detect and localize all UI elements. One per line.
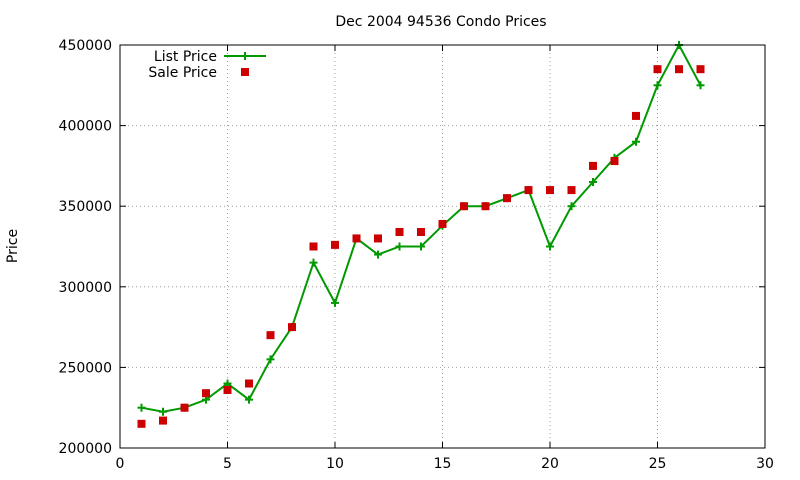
sale-price-point (395, 227, 404, 236)
x-tick-label: 30 (756, 456, 774, 472)
sale-price-point (524, 186, 533, 195)
list-price-point (632, 137, 640, 146)
sale-price-point (352, 234, 361, 243)
sale-price-point (202, 389, 210, 398)
y-tick-label: 450000 (59, 38, 112, 54)
list-price-point (266, 355, 275, 364)
chart-title: Dec 2004 94536 Condo Prices (335, 14, 546, 30)
legend-label-list-price: List Price (154, 49, 217, 65)
sale-price-point (159, 416, 167, 425)
y-tick-label: 250000 (59, 360, 112, 376)
list-price-point (567, 202, 576, 211)
axis-ticks: 0 5 10 15 20 25 30 200000 250000 300000 350000 4000… (59, 38, 774, 472)
list-price-point (159, 407, 167, 416)
sale-price-point (632, 111, 640, 120)
sale-price-point (696, 65, 705, 74)
sale-price-point (331, 240, 339, 249)
plot-frame (119, 44, 766, 449)
x-tick-label: 0 (116, 456, 125, 472)
sale-price-point (546, 186, 554, 195)
list-price-point (417, 242, 425, 251)
sale-price-point (374, 234, 382, 243)
sale-price-point (589, 161, 597, 170)
y-tick-label: 350000 (59, 199, 112, 215)
y-tick-label: 200000 (59, 441, 112, 457)
legend-label-sale-price: Sale Price (148, 65, 217, 81)
sale-price-point (610, 157, 619, 166)
sale-price-point (288, 323, 296, 332)
list-price-point (137, 403, 146, 412)
sale-price-point (223, 385, 232, 394)
list-price-point (653, 81, 662, 90)
y-axis-label: Price (5, 229, 21, 263)
sale-price-point (503, 194, 511, 203)
legend-marker-sale-price (241, 68, 249, 76)
y-tick-label: 300000 (59, 280, 112, 296)
list-price-point (546, 242, 554, 251)
series-marks (137, 41, 705, 428)
sale-price-point (653, 65, 662, 74)
list-price-point (245, 395, 253, 404)
x-tick-label: 20 (541, 456, 559, 472)
list-price-point (395, 242, 404, 251)
sale-price-point (309, 242, 318, 251)
list-price-point (374, 250, 382, 259)
sale-price-point (180, 403, 189, 412)
x-tick-label: 10 (326, 456, 344, 472)
sale-price-point (567, 186, 576, 195)
sale-price-point (438, 219, 447, 228)
x-tick-label: 15 (434, 456, 452, 472)
list-price-point (589, 178, 597, 187)
x-tick-label: 5 (223, 456, 232, 472)
sale-price-point (675, 65, 683, 74)
sale-price-point (245, 379, 253, 388)
list-price-point (309, 258, 318, 267)
list-price-point (696, 81, 705, 90)
sale-price-point (137, 419, 146, 428)
sale-price-point (266, 331, 275, 340)
sale-price-point (460, 202, 468, 211)
sale-price-point (417, 227, 425, 236)
grid (120, 45, 765, 448)
list-price-point (331, 298, 339, 307)
x-tick-label: 25 (649, 456, 667, 472)
y-tick-label: 400000 (59, 119, 112, 135)
sale-price-point (481, 202, 490, 211)
